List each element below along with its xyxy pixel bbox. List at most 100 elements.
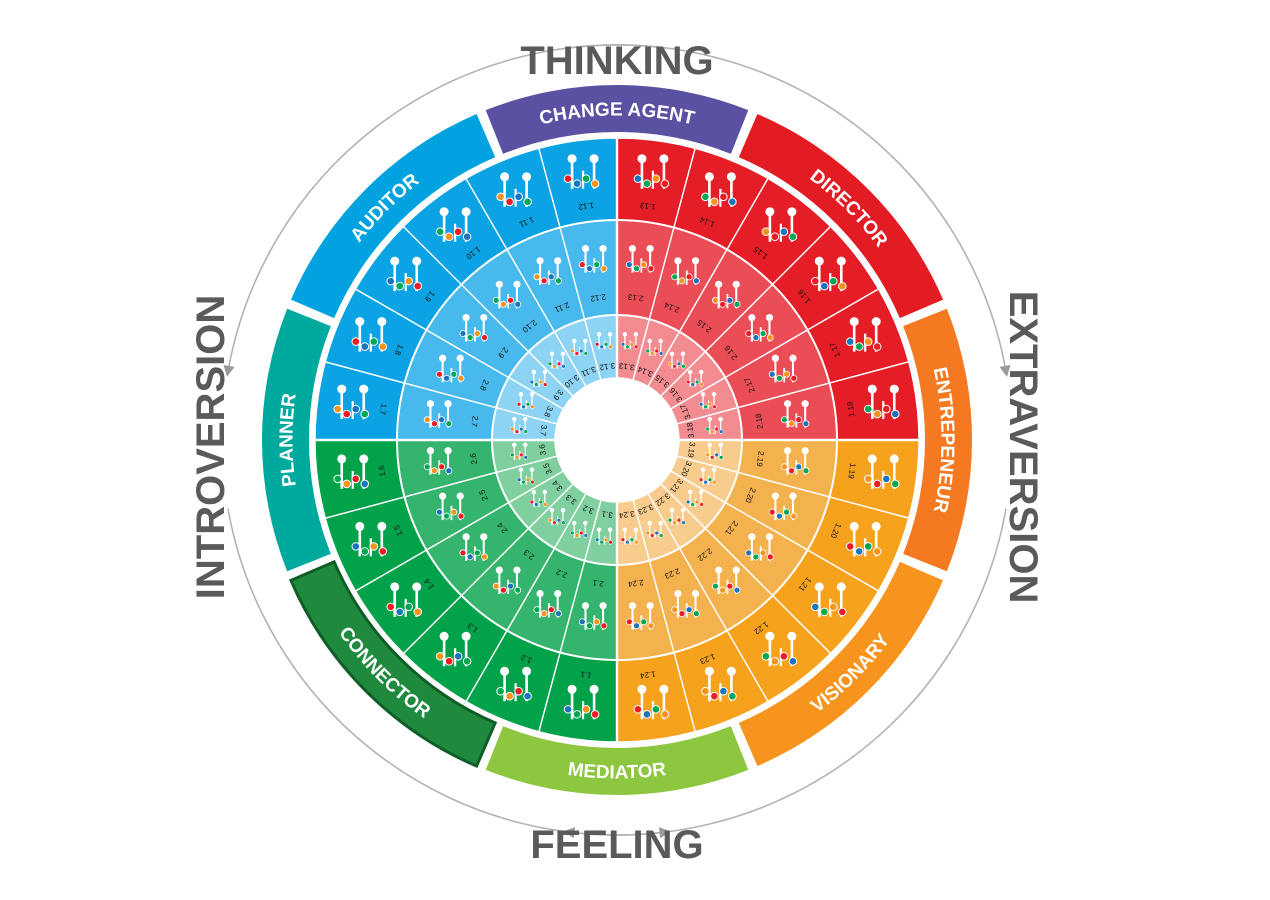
segment-label: 3.13: [618, 361, 635, 372]
segment-label: 2.19: [755, 451, 766, 468]
segment-label: 3.2: [581, 503, 595, 516]
axis-arrow-2: [223, 44, 666, 377]
marker-glyph: [768, 492, 798, 521]
axis-label-feeling: FEELING: [530, 823, 703, 867]
segment-label: 1.7: [378, 403, 388, 416]
marker-glyph: [863, 454, 900, 489]
ring-divider: [491, 314, 743, 566]
ring-divider: [396, 219, 838, 661]
segment-label: 3.19: [686, 441, 697, 458]
center-hole: [555, 378, 679, 502]
marker-glyph: [423, 447, 453, 475]
marker-glyph: [705, 416, 724, 435]
marker-glyph: [496, 666, 532, 702]
segment-label: 3.7: [538, 424, 548, 437]
marker-glyph: [625, 602, 655, 630]
axis-label-thinking: THINKING: [520, 39, 713, 83]
marker-glyph: [386, 582, 423, 617]
marker-glyph: [351, 317, 388, 352]
marker-glyph: [510, 442, 528, 460]
marker-glyph: [435, 354, 465, 383]
marker-glyph: [745, 313, 774, 342]
marker-glyph: [533, 257, 562, 285]
marker-glyph: [711, 280, 741, 309]
segment-label: 3.12: [598, 361, 615, 372]
segment-label: 1.5: [392, 523, 405, 537]
role-band-mediator: [485, 726, 749, 795]
role-band-change-agent: [485, 85, 749, 154]
role-band-auditor: [290, 113, 496, 319]
marker-glyph: [667, 351, 686, 369]
segment-label: 2.12: [589, 292, 606, 303]
marker-glyph: [686, 489, 704, 507]
marker-glyph: [698, 467, 717, 485]
marker-glyph: [492, 566, 522, 595]
marker-glyph: [863, 384, 900, 420]
segment-label: 3.5: [541, 461, 554, 475]
marker-glyph: [492, 280, 522, 309]
marker-glyph: [386, 256, 423, 292]
marker-glyph: [645, 338, 664, 356]
marker-glyph: [333, 454, 370, 489]
role-band-planner: [261, 308, 331, 572]
segment-label: 3.8: [542, 405, 555, 419]
role-label-mediator: MEDIATOR: [567, 759, 668, 784]
marker-glyph: [570, 520, 588, 539]
marker-glyph: [435, 492, 465, 521]
segment-label: 3.6: [537, 443, 547, 456]
segment-label: 3.18: [685, 421, 696, 438]
marker-glyph: [701, 666, 737, 702]
marker-glyph: [701, 172, 737, 207]
marker-glyph: [633, 154, 670, 189]
segment-label: 1.18: [845, 400, 856, 417]
marker-glyph: [633, 684, 670, 720]
role-band-entrepeneur: [903, 308, 972, 572]
marker-glyph: [529, 369, 548, 388]
marker-glyph: [423, 400, 453, 428]
segment-label: 1.1: [579, 670, 592, 680]
marker-glyph: [645, 520, 664, 539]
marker-glyph: [459, 533, 488, 561]
segment-label: 1.19: [846, 463, 857, 480]
marker-glyph: [594, 332, 613, 350]
marker-glyph: [547, 351, 566, 369]
segment-label: 3.1: [601, 509, 614, 519]
marker-glyph: [563, 154, 600, 189]
segment-label: 1.6: [377, 464, 387, 477]
marker-glyph: [620, 527, 639, 545]
marker-glyph: [510, 416, 528, 435]
segment-label: 2.2: [554, 567, 568, 580]
axis-label-extraversion: EXTRAVERSION: [1001, 291, 1045, 604]
marker-glyph: [780, 400, 810, 428]
marker-glyph: [333, 384, 370, 420]
role-band-director: [738, 113, 944, 319]
marker-glyph: [435, 207, 472, 242]
segment-label: 2.8: [478, 378, 491, 392]
marker-glyph: [711, 566, 741, 595]
segment-label: 2.6: [469, 452, 479, 465]
axis-arrow-4: [227, 508, 671, 839]
marker-glyph: [578, 245, 608, 273]
marker-glyph: [496, 172, 532, 207]
segment-label: 2.1: [592, 578, 605, 588]
segment-label: 2.18: [754, 412, 765, 429]
segment-label: 3.24: [618, 509, 635, 520]
marker-glyph: [845, 521, 882, 557]
segment-label: 2.13: [627, 292, 644, 303]
marker-glyph: [845, 317, 882, 352]
marker-glyph: [516, 467, 535, 485]
marker-glyph: [671, 589, 700, 618]
marker-glyph: [780, 447, 810, 475]
marker-glyph: [686, 369, 704, 388]
marker-glyph: [547, 507, 566, 526]
marker-glyph: [761, 207, 798, 242]
marker-glyph: [529, 489, 548, 507]
marker-glyph: [533, 589, 562, 618]
segment-label: 2.24: [627, 578, 644, 589]
marker-glyph: [625, 245, 655, 273]
marker-glyph: [761, 631, 798, 667]
marker-glyph: [768, 354, 798, 383]
marker-glyph: [810, 256, 847, 292]
marker-glyph: [459, 313, 488, 342]
